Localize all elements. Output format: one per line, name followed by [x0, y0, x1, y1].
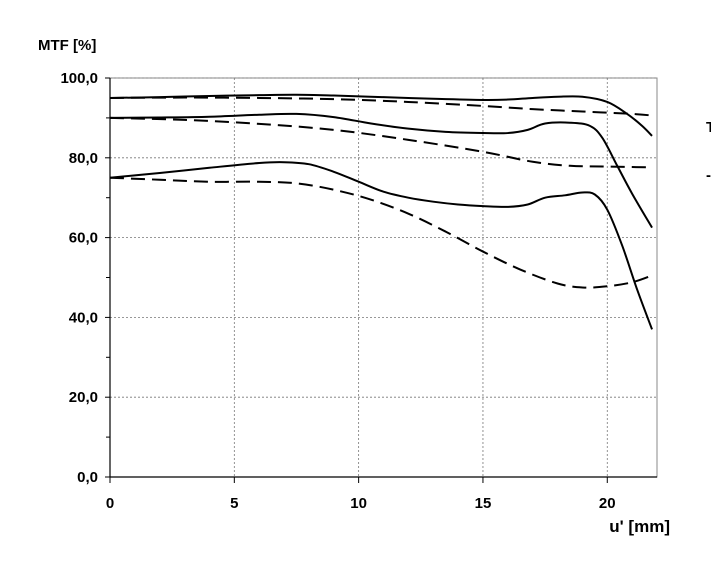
y-axis-label: MTF [%]	[38, 37, 96, 54]
series-line-2-solid	[109, 112, 653, 229]
x-tick-label: 5	[230, 495, 238, 512]
y-tick-label: 100,0	[60, 70, 98, 87]
legend-glyph-1: -	[706, 167, 711, 184]
y-tick-label: 0,0	[77, 469, 98, 486]
x-tick-label: 0	[106, 495, 114, 512]
legend-glyph-0: T	[706, 119, 711, 136]
series-line-0-solid	[109, 93, 653, 137]
y-tick-label: 80,0	[69, 150, 98, 167]
series-group	[109, 93, 653, 330]
axes	[105, 77, 657, 483]
tick-labels: 0,0 20,0 40,0 60,0 80,0 100,0 0 5 10 15 20	[60, 70, 615, 512]
x-tick-label: 10	[350, 495, 367, 512]
y-tick-label: 40,0	[69, 309, 98, 326]
x-tick-label: 15	[475, 495, 492, 512]
y-tick-label: 60,0	[69, 230, 98, 247]
series-line-1-dashed	[109, 96, 653, 117]
plot-frame	[109, 77, 658, 478]
x-tick-label: 20	[599, 495, 616, 512]
series-line-4-solid	[109, 161, 653, 330]
series-line-5-dashed	[109, 176, 653, 289]
grid	[109, 77, 658, 478]
y-tick-label: 20,0	[69, 389, 98, 406]
x-axis-label: u' [mm]	[609, 517, 670, 536]
series-line-3-dashed	[109, 116, 653, 169]
